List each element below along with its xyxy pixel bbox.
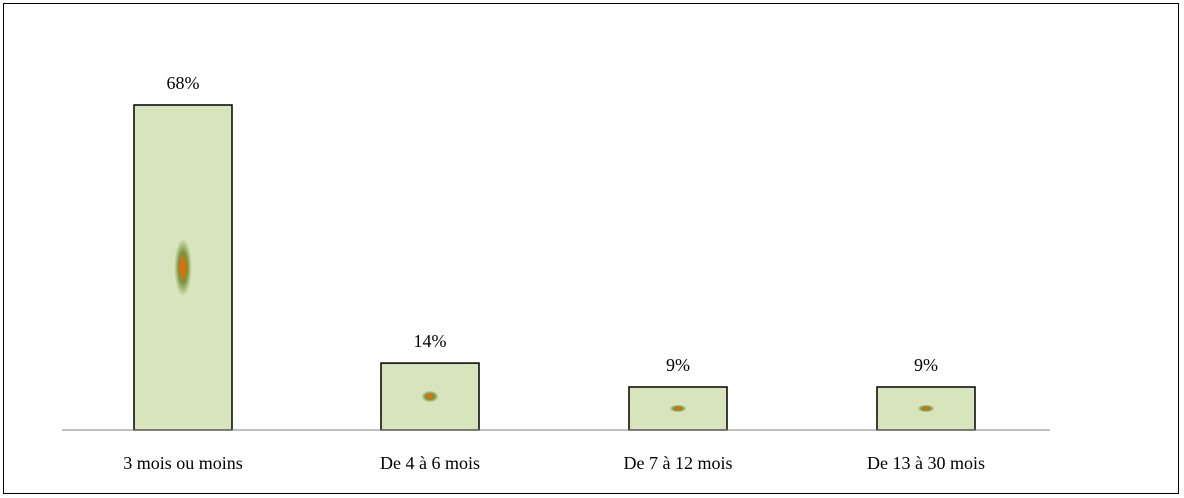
value-label-1: 68% (167, 73, 200, 93)
category-label-4: De 13 à 30 mois (867, 453, 985, 473)
category-label-1: 3 mois ou moins (123, 453, 243, 473)
value-label-3: 9% (666, 355, 690, 375)
category-label-3: De 7 à 12 mois (624, 453, 733, 473)
bar-4-gradient (905, 399, 947, 418)
bar-3-gradient (657, 399, 699, 418)
bar-2-gradient (409, 382, 451, 411)
category-label-2: De 4 à 6 mois (380, 453, 480, 473)
bars-layer (133, 104, 976, 431)
bar-1-gradient (162, 199, 204, 336)
labels-layer: 68% 3 mois ou moins 14% De 4 à 6 mois 9% De 7… (123, 73, 985, 473)
value-label-4: 9% (914, 355, 938, 375)
value-label-2: 14% (414, 331, 447, 351)
